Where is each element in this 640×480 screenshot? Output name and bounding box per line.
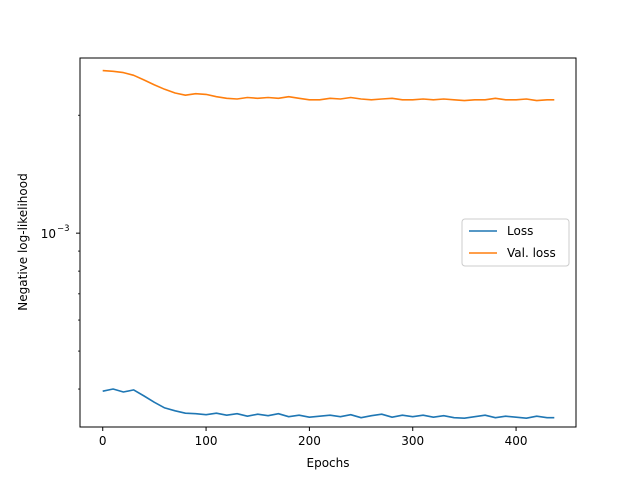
x-tick-label: 300: [401, 434, 424, 448]
x-tick-label: 400: [505, 434, 528, 448]
x-tick-label: 200: [298, 434, 321, 448]
y-tick-label-exponent: −3: [57, 224, 70, 234]
legend: Loss Val. loss: [461, 218, 570, 267]
x-axis-ticks: 0 100 200 300 400: [99, 427, 528, 448]
series-line-val-loss: [102, 69, 555, 102]
series-layer: [102, 69, 555, 420]
x-axis-label: Epochs: [307, 456, 350, 470]
y-tick-label-base: 10: [41, 227, 56, 241]
legend-label-loss: Loss: [507, 224, 533, 238]
x-tick-label: 0: [99, 434, 107, 448]
plot-frame: [79, 57, 577, 428]
series-line-loss: [102, 388, 555, 420]
legend-label-val-loss: Val. loss: [507, 246, 556, 260]
x-tick-label: 100: [195, 434, 218, 448]
y-axis-label: Negative log-likelihood: [16, 173, 30, 310]
